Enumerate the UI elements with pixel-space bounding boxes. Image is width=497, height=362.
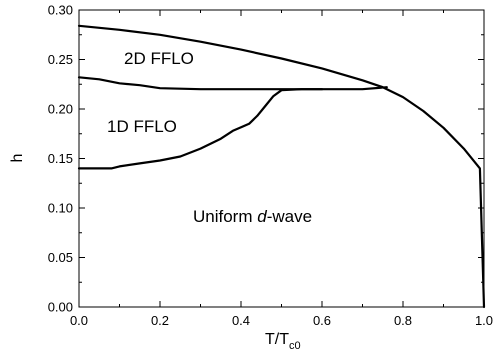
y-tick-label: 0.10	[48, 201, 73, 216]
x-axis-title: T/Tc0	[265, 331, 301, 352]
y-tick-label: 0.15	[48, 151, 73, 166]
region-label-uniform-suffix: -wave	[267, 207, 312, 226]
region-label-2d-fflo: 2D FFLO	[124, 49, 194, 68]
phase-boundary-line-1	[77, 24, 486, 309]
phase-boundary-line-3	[77, 88, 324, 170]
x-tick-label: 1.0	[475, 313, 493, 328]
y-tick-label: 0.05	[48, 250, 73, 265]
x-tick-label: 0.4	[232, 313, 250, 328]
y-axis-title: h	[9, 154, 26, 163]
region-label-uniform: Uniform d-wave	[193, 207, 312, 226]
y-tick-label: 0.20	[48, 102, 73, 117]
y-tick-label: 0.00	[48, 300, 73, 315]
x-tick-label: 0.8	[394, 313, 412, 328]
x-axis-title-subscript: c0	[289, 340, 301, 352]
x-tick-label: 0.2	[151, 313, 169, 328]
y-tick-label: 0.25	[48, 52, 73, 67]
x-axis-title-main: T/T	[265, 331, 289, 348]
region-label-uniform-italic: d	[257, 207, 267, 226]
y-tick-label: 0.30	[48, 3, 73, 18]
axis-tick-labels: 0.0 0.2 0.4 0.6 0.8 1.0 0.00 0.05 0.10 0.15 0.20 0.…	[48, 3, 493, 329]
x-tick-label: 0.0	[70, 313, 88, 328]
region-label-1d-fflo: 1D FFLO	[107, 117, 177, 136]
phase-boundaries	[77, 24, 486, 309]
phase-boundary-line-2	[77, 76, 388, 91]
x-tick-label: 0.6	[313, 313, 331, 328]
region-label-uniform-prefix: Uniform	[193, 207, 257, 226]
